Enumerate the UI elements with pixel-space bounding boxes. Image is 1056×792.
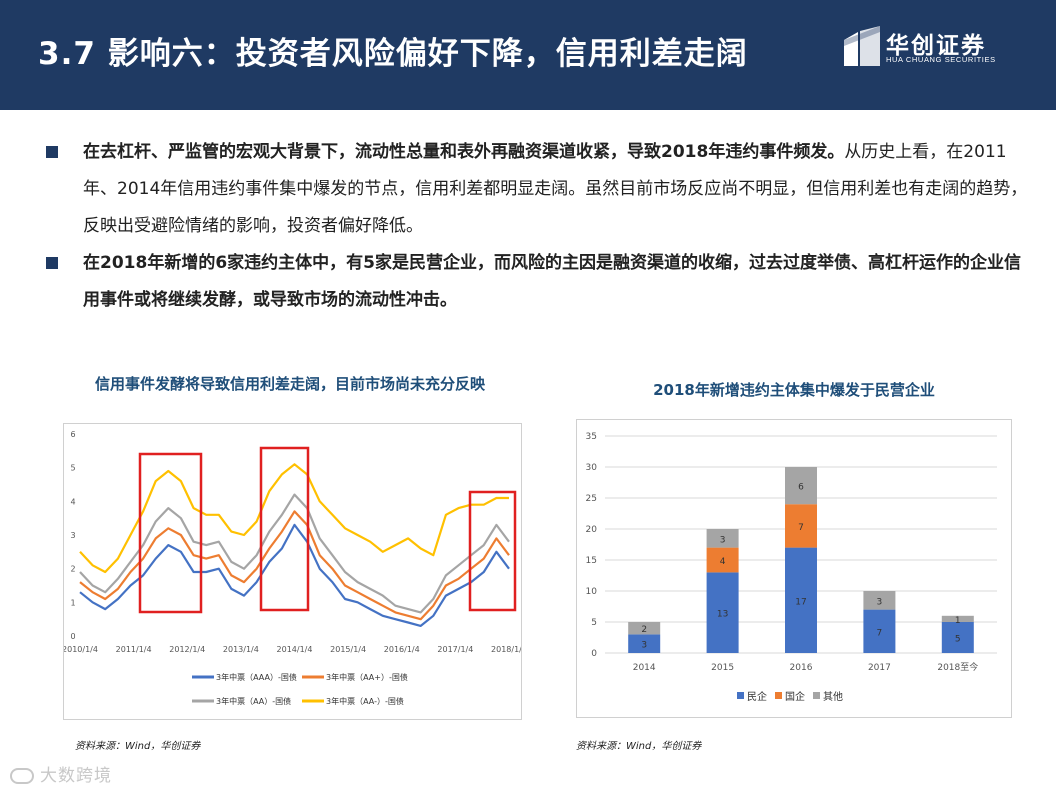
highlight-box bbox=[259, 446, 310, 612]
y-tick-label: 5 bbox=[70, 464, 75, 473]
bullet-square-icon bbox=[46, 257, 58, 269]
data-label: 7 bbox=[798, 523, 804, 533]
x-tick-label: 2014/1/4 bbox=[277, 645, 313, 654]
bar-segment bbox=[941, 615, 974, 622]
x-tick-label: 2010/1/4 bbox=[64, 645, 98, 654]
bullet-body-text: 从历史上看，在2011年、2014年信用违约事件集中爆发的节点，信用利差都明显走… bbox=[83, 142, 1028, 236]
bar-segment bbox=[628, 622, 661, 635]
bar-segment bbox=[941, 622, 974, 653]
legend-swatch bbox=[737, 692, 744, 699]
header-bar: 3.7 影响六：投资者风险偏好下降，信用利差走阔 华创证券 HUA CHUANG… bbox=[0, 0, 1056, 110]
data-label: 6 bbox=[798, 483, 804, 493]
highlight-box bbox=[138, 452, 203, 614]
watermark: 大数跨境 bbox=[10, 761, 112, 786]
x-tick-label: 2015 bbox=[711, 663, 734, 673]
x-tick-label: 2017 bbox=[868, 663, 891, 673]
x-tick-label: 2015/1/4 bbox=[330, 645, 366, 654]
legend-label: 国企 bbox=[785, 690, 805, 703]
bar-segment bbox=[706, 572, 739, 653]
bar-segment bbox=[706, 529, 739, 548]
legend-label: 其他 bbox=[823, 690, 843, 703]
data-label: 5 bbox=[955, 635, 961, 645]
series-line bbox=[79, 463, 509, 574]
data-label: 13 bbox=[717, 610, 728, 620]
logo-mark-icon bbox=[844, 26, 880, 66]
bullet-bold-text: 在去杠杆、严监管的宏观大背景下，流动性总量和表外再融资渠道收紧，导致2018年违… bbox=[83, 142, 845, 162]
bullet-item: 在去杠杆、严监管的宏观大背景下，流动性总量和表外再融资渠道收紧，导致2018年违… bbox=[42, 134, 1037, 245]
bar-segment bbox=[863, 609, 896, 653]
x-tick-label: 2016 bbox=[790, 663, 813, 673]
y-tick-label: 4 bbox=[70, 497, 75, 506]
y-tick-label: 15 bbox=[586, 556, 597, 566]
x-tick-label: 2017/1/4 bbox=[437, 645, 473, 654]
series-line bbox=[79, 493, 510, 614]
y-tick-label: 6 bbox=[70, 430, 75, 439]
y-tick-label: 0 bbox=[70, 632, 75, 641]
line-chart-title: 信用事件发酵将导致信用利差走阔，目前市场尚未充分反映 bbox=[94, 375, 485, 393]
x-tick-label: 2014 bbox=[633, 663, 656, 673]
bar-segment bbox=[706, 547, 739, 573]
highlight-box bbox=[468, 490, 517, 612]
data-label: 17 bbox=[795, 597, 806, 607]
data-label: 3 bbox=[641, 641, 647, 651]
x-tick-label: 2013/1/4 bbox=[223, 645, 259, 654]
watermark-logo-icon bbox=[10, 768, 34, 784]
line-chart-source: 资料来源：Wind，华创证券 bbox=[75, 741, 201, 752]
bullet-bold-text: 在2018年新增的6家违约主体中，有5家是民营企业，而风险的主因是融资渠道的收缩… bbox=[83, 253, 1021, 310]
brand-name-en: HUA CHUANG SECURITIES bbox=[886, 55, 996, 64]
legend-label: 3年中票（AA-）-国债 bbox=[326, 696, 404, 706]
x-tick-label: 2018至今 bbox=[937, 661, 978, 673]
y-tick-label: 0 bbox=[591, 649, 597, 659]
bullet-item: 在2018年新增的6家违约主体中，有5家是民营企业，而风险的主因是融资渠道的收缩… bbox=[42, 245, 1037, 319]
data-label: 1 bbox=[955, 616, 961, 626]
bullet-square-icon bbox=[46, 146, 58, 158]
y-tick-label: 1 bbox=[70, 598, 75, 607]
line-chart: 0 1 2 3 4 5 6 2010/1/4 2011/1/4 2012/1/4 2013/1/4 2… bbox=[62, 430, 527, 706]
legend-label: 3年中票（AAA）-国债 bbox=[216, 672, 297, 682]
bar-segment bbox=[863, 591, 896, 610]
y-tick-label: 35 bbox=[586, 432, 597, 442]
data-label: 7 bbox=[877, 628, 883, 638]
y-tick-label: 25 bbox=[586, 494, 597, 504]
bar-chart: 0510152025303532201413432015177620167320… bbox=[586, 432, 997, 703]
bar-chart-title: 2018年新增违约主体集中爆发于民营企业 bbox=[653, 381, 935, 399]
brand-name: 华创证券 bbox=[886, 33, 986, 59]
data-label: 4 bbox=[720, 557, 726, 567]
watermark-text: 大数跨境 bbox=[40, 766, 112, 786]
legend-label: 民企 bbox=[747, 690, 767, 703]
legend-label: 3年中票（AA）-国债 bbox=[216, 696, 291, 706]
data-label: 3 bbox=[877, 597, 883, 607]
series-line bbox=[79, 523, 510, 627]
brand-logo: 华创证券 HUA CHUANG SECURITIES bbox=[842, 24, 1002, 70]
legend-swatch bbox=[813, 692, 820, 699]
page-title: 3.7 影响六：投资者风险偏好下降，信用利差走阔 bbox=[38, 36, 748, 72]
bar-segment bbox=[628, 634, 661, 653]
data-label: 3 bbox=[720, 535, 726, 545]
bar-segment bbox=[785, 547, 817, 653]
y-tick-label: 30 bbox=[586, 463, 598, 473]
bar-segment bbox=[785, 504, 817, 548]
legend-swatch bbox=[775, 692, 782, 699]
y-tick-label: 2 bbox=[70, 565, 75, 574]
x-tick-label: 2011/1/4 bbox=[116, 645, 152, 654]
y-tick-label: 3 bbox=[70, 531, 75, 540]
y-tick-label: 5 bbox=[591, 618, 597, 628]
bullet-list: 在去杠杆、严监管的宏观大背景下，流动性总量和表外再融资渠道收紧，导致2018年违… bbox=[42, 134, 1037, 319]
bar-chart-frame: 0 5 10 15 20 25 30 35 3 2 2014 13 4 3 2015 17 7 6 2016 7 3 20… bbox=[576, 419, 1012, 718]
line-chart-frame: 0 1 2 3 4 5 6 2010/1/4 2011/1/4 2012/1/4 2013/1/4 2… bbox=[62, 423, 527, 720]
y-tick-label: 20 bbox=[586, 525, 598, 535]
data-label: 2 bbox=[641, 625, 647, 635]
series-line bbox=[79, 510, 510, 621]
bar-segment bbox=[785, 467, 817, 505]
x-tick-label: 2012/1/4 bbox=[169, 645, 205, 654]
y-tick-label: 10 bbox=[586, 587, 598, 597]
x-tick-label: 2016/1/4 bbox=[384, 645, 420, 654]
x-tick-label: 2018/1/4 bbox=[491, 645, 521, 654]
legend-label: 3年中票（AA+）-国债 bbox=[326, 672, 408, 682]
bar-chart-source: 资料来源：Wind，华创证券 bbox=[576, 741, 702, 752]
